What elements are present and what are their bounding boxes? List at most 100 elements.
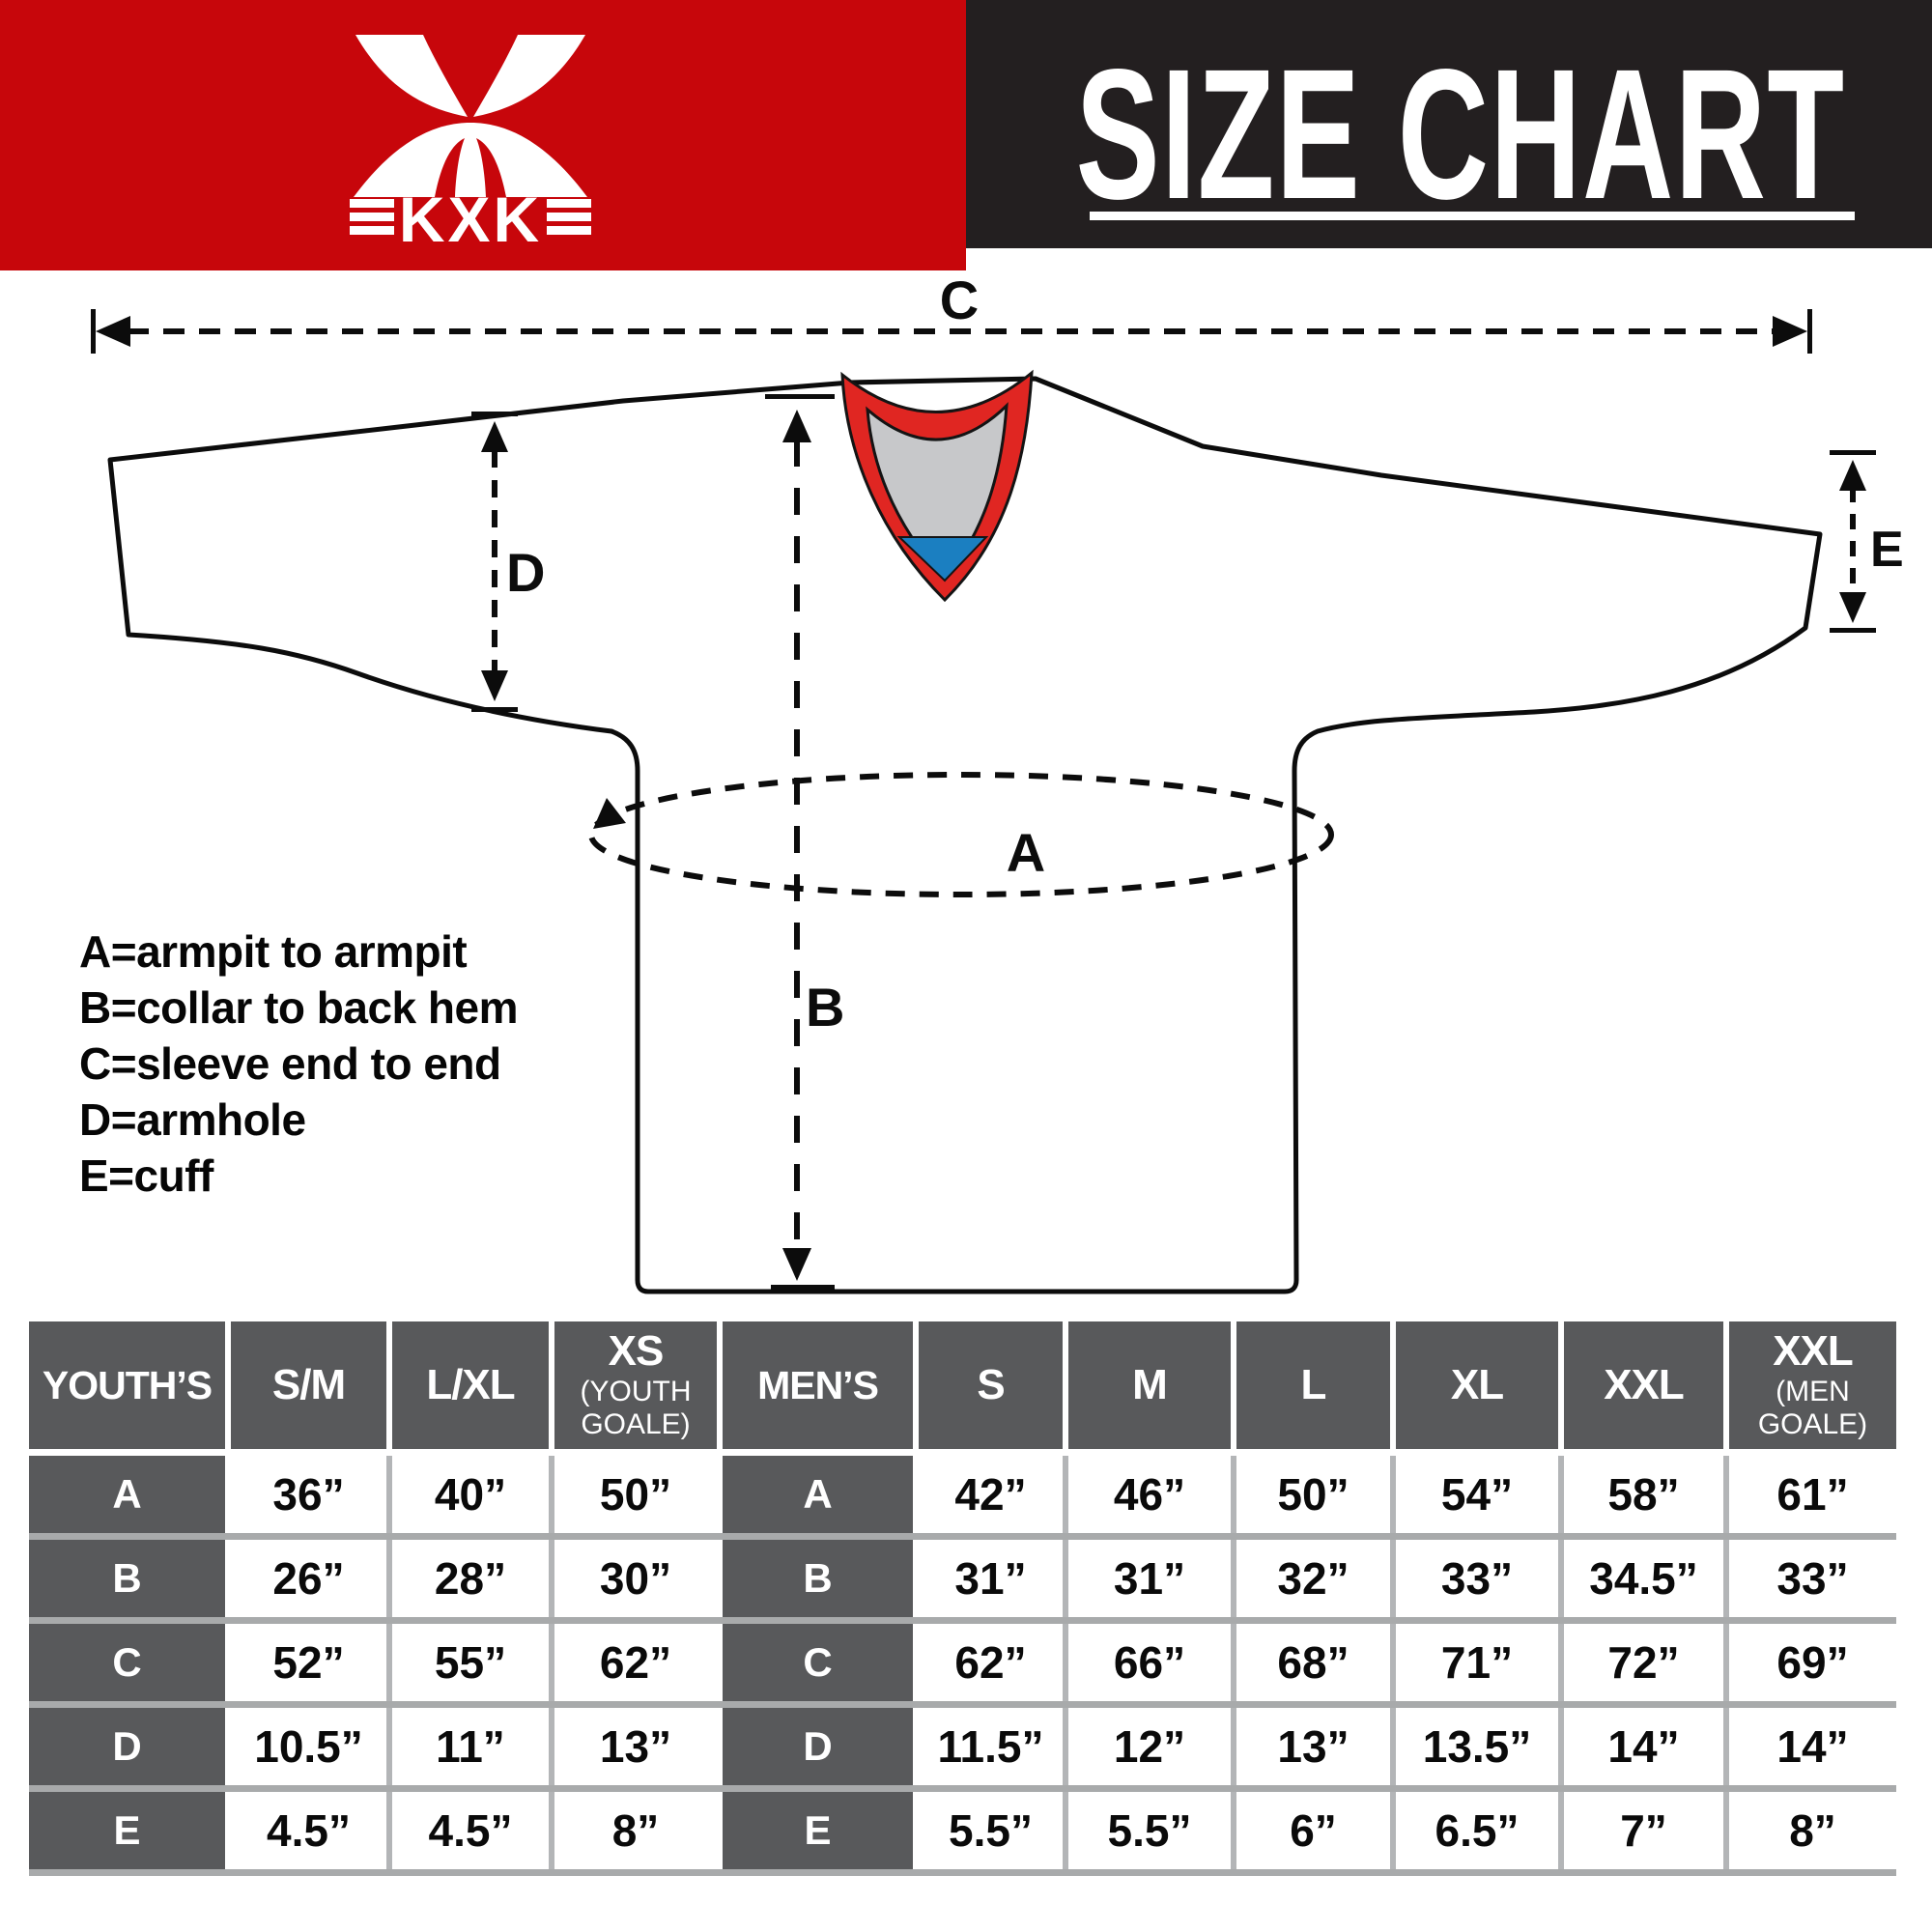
size-value-cell: 4.5” xyxy=(392,1792,549,1869)
size-value-cell: 33” xyxy=(1396,1540,1558,1617)
collar-insert xyxy=(896,536,989,582)
header-cell-size: S/M xyxy=(231,1321,386,1449)
header-cell-size: XXL (MEN GOALE) xyxy=(1729,1321,1896,1449)
cell-separator xyxy=(1231,1624,1236,1701)
row-label-cell: D xyxy=(723,1708,913,1785)
title-header-block: SIZE CHART xyxy=(966,0,1932,248)
header-label: L/XL xyxy=(426,1361,515,1408)
size-value-cell: 33” xyxy=(1729,1540,1896,1617)
label-B: B xyxy=(806,977,844,1037)
size-value-cell: 31” xyxy=(919,1540,1063,1617)
size-value-cell: 62” xyxy=(919,1624,1063,1701)
row-label-cell: C xyxy=(29,1624,225,1701)
size-value: 4.5” xyxy=(267,1805,351,1856)
measure-C xyxy=(91,309,1812,354)
size-value: 5.5” xyxy=(1107,1805,1192,1856)
table-row: A 36” 40” 50” A 42” 46” 50” 54” 58” 61” xyxy=(29,1456,1896,1533)
row-separator xyxy=(29,1533,1896,1540)
size-value-cell: 68” xyxy=(1236,1624,1390,1701)
size-value-cell: 52” xyxy=(231,1624,386,1701)
size-value: 14” xyxy=(1776,1721,1849,1772)
size-value: 46” xyxy=(1113,1469,1186,1520)
header-cell-size: XS (YOUTH GOALE) xyxy=(554,1321,717,1449)
size-value: 28” xyxy=(434,1553,507,1604)
cell-separator xyxy=(1723,1456,1729,1533)
size-value: 55” xyxy=(434,1637,507,1688)
size-value-cell: 8” xyxy=(1729,1792,1896,1869)
size-value: 12” xyxy=(1113,1721,1186,1772)
header-cell-size: XL xyxy=(1396,1321,1558,1449)
size-value: 8” xyxy=(1789,1805,1836,1856)
cell-separator xyxy=(1390,1624,1396,1701)
header-label: XXL xyxy=(1604,1361,1685,1408)
legend-line-C: C=sleeve end to end xyxy=(79,1038,501,1089)
cell-separator xyxy=(386,1456,392,1533)
size-value: 30” xyxy=(599,1553,672,1604)
size-value: 26” xyxy=(272,1553,345,1604)
cell-separator xyxy=(1390,1456,1396,1533)
header-cell-size: L/XL xyxy=(392,1321,549,1449)
page-title: SIZE CHART xyxy=(1076,30,1846,238)
size-value: 6” xyxy=(1290,1805,1337,1856)
size-value-cell: 7” xyxy=(1564,1792,1723,1869)
table-bottom-bar xyxy=(29,1869,1896,1876)
size-value-cell: 50” xyxy=(554,1456,717,1533)
cell-separator xyxy=(1558,1540,1564,1617)
size-value: 14” xyxy=(1607,1721,1680,1772)
header-cell-size: XXL xyxy=(1564,1321,1723,1449)
cell-separator xyxy=(549,1708,554,1785)
size-value: 11” xyxy=(436,1721,505,1772)
size-value: 31” xyxy=(954,1553,1027,1604)
header-label: M xyxy=(1132,1361,1168,1408)
row-label-cell: A xyxy=(29,1456,225,1533)
header-label: XXL xyxy=(1773,1327,1854,1375)
table-row: E 4.5” 4.5” 8” E 5.5” 5.5” 6” 6.5” 7” 8” xyxy=(29,1792,1896,1869)
row-separator xyxy=(29,1617,1896,1624)
cell-separator xyxy=(1063,1708,1068,1785)
row-separator xyxy=(29,1785,1896,1792)
logo-left-bars xyxy=(350,199,394,235)
size-value-cell: 26” xyxy=(231,1540,386,1617)
size-value-cell: 34.5” xyxy=(1564,1540,1723,1617)
label-E: E xyxy=(1870,522,1904,578)
size-value-cell: 50” xyxy=(1236,1456,1390,1533)
header-cell-group: YOUTH’S xyxy=(29,1321,225,1449)
cell-separator xyxy=(549,1624,554,1701)
cell-separator xyxy=(1390,1540,1396,1617)
logo-right-bars xyxy=(547,199,591,235)
row-label: A xyxy=(112,1471,142,1517)
size-value: 50” xyxy=(1277,1469,1350,1520)
row-label: C xyxy=(803,1639,833,1685)
row-label-cell: E xyxy=(723,1792,913,1869)
header-label: YOUTH’S xyxy=(42,1362,213,1407)
measure-A xyxy=(588,772,1334,897)
size-value: 36” xyxy=(272,1469,345,1520)
cell-separator xyxy=(1231,1456,1236,1533)
size-value: 42” xyxy=(954,1469,1027,1520)
size-value: 61” xyxy=(1776,1469,1849,1520)
measure-E xyxy=(1830,450,1876,633)
size-value: 34.5” xyxy=(1589,1553,1698,1604)
cell-separator xyxy=(1723,1708,1729,1785)
size-value-cell: 69” xyxy=(1729,1624,1896,1701)
size-value: 66” xyxy=(1113,1637,1186,1688)
size-value: 31” xyxy=(1113,1553,1186,1604)
size-value: 6.5” xyxy=(1435,1805,1520,1856)
cell-separator xyxy=(549,1540,554,1617)
size-value: 33” xyxy=(1776,1553,1849,1604)
measurement-legend: A=armpit to armpit B=collar to back hem … xyxy=(79,923,519,1204)
size-value: 62” xyxy=(599,1637,672,1688)
table-row: D 10.5” 11” 13” D 11.5” 12” 13” 13.5” 14” 14” xyxy=(29,1708,1896,1785)
legend-line-E: E=cuff xyxy=(79,1151,213,1201)
size-value-cell: 6” xyxy=(1236,1792,1390,1869)
brand-header-block: KXK xyxy=(0,0,966,270)
size-value-cell: 72” xyxy=(1564,1624,1723,1701)
size-value-cell: 12” xyxy=(1068,1708,1231,1785)
header-sublabel: (YOUTH GOALE) xyxy=(580,1376,692,1440)
size-value: 58” xyxy=(1607,1469,1680,1520)
size-value-cell: 42” xyxy=(919,1456,1063,1533)
size-table: YOUTH’S S/M L/XL XS (YOUTH GOALE) MEN’S S M L XL X… xyxy=(29,1321,1896,1876)
row-label: D xyxy=(112,1723,142,1769)
size-value: 69” xyxy=(1776,1637,1849,1688)
size-value: 13” xyxy=(599,1721,672,1772)
